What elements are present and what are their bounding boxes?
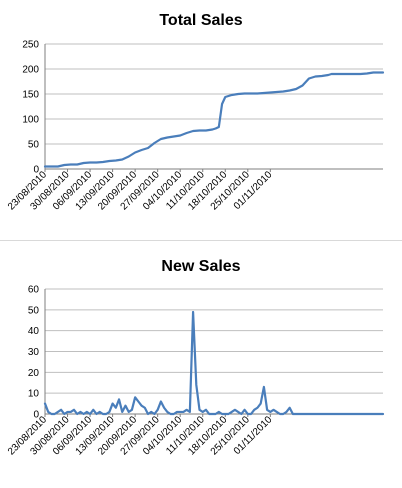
total-sales-y-tick-label: 200 bbox=[22, 65, 39, 76]
new-sales-y-tick-label: 10 bbox=[28, 389, 40, 400]
total-sales-title: Total Sales bbox=[159, 12, 242, 29]
chart-divider bbox=[0, 240, 402, 241]
total-sales-series-line bbox=[43, 71, 385, 168]
total-sales-chart: Total Sales 0 50 100 150 200 250 23/08/2010 30/0… bbox=[0, 0, 402, 236]
new-sales-y-tick-label: 0 bbox=[33, 410, 39, 421]
total-sales-y-tick-label: 150 bbox=[22, 90, 39, 101]
total-sales-y-tick-label: 100 bbox=[22, 115, 39, 126]
new-sales-y-tick-label: 40 bbox=[28, 326, 40, 337]
new-sales-title: New Sales bbox=[161, 258, 240, 275]
total-sales-y-tick-label: 50 bbox=[28, 140, 40, 151]
total-sales-svg: Total Sales05010015020025023/08/201030/0… bbox=[6, 12, 385, 213]
new-sales-y-tick-label: 20 bbox=[28, 368, 40, 379]
new-sales-y-tick-label: 60 bbox=[28, 285, 40, 296]
total-sales-y-tick-label: 0 bbox=[33, 165, 39, 176]
new-sales-y-tick-label: 50 bbox=[28, 305, 40, 316]
total-sales-y-tick-label: 250 bbox=[22, 40, 39, 51]
new-sales-y-tick-label: 30 bbox=[28, 347, 40, 358]
new-sales-chart: New Sales 0 10 20 30 40 50 60 23/08/2010 30/08/20… bbox=[0, 250, 402, 483]
new-sales-svg: New Sales010203040506023/08/201030/08/20… bbox=[6, 258, 385, 458]
new-sales-series-line bbox=[43, 310, 385, 416]
